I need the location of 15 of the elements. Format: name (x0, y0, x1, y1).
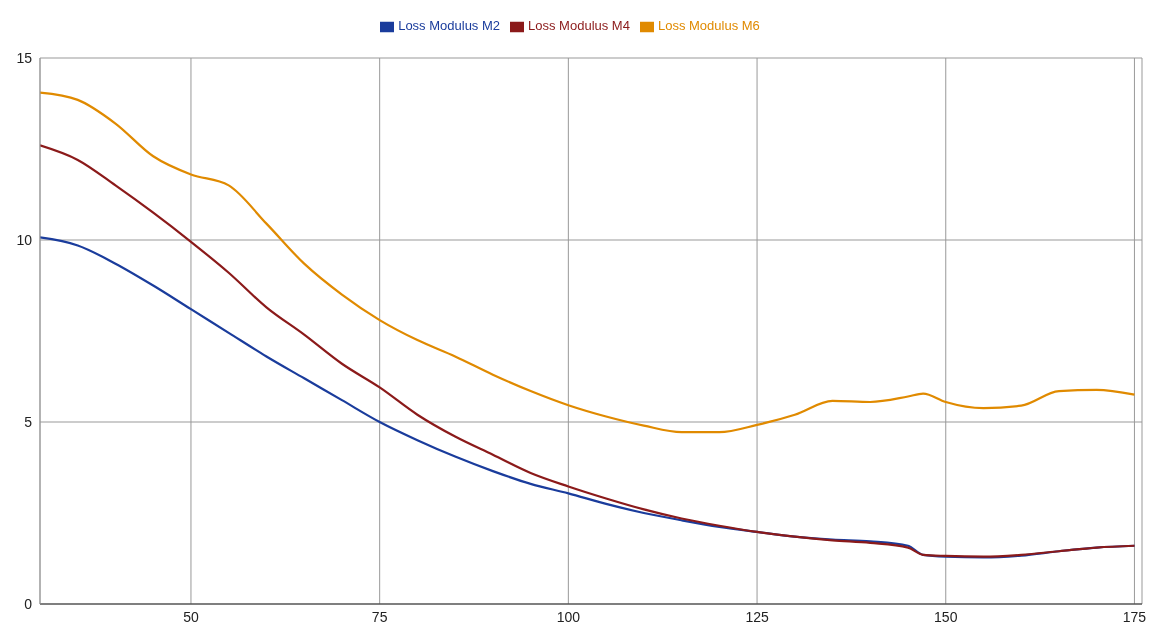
y-tick-label: 10 (16, 231, 33, 248)
x-tick-label: 125 (745, 608, 769, 625)
x-tick-label: 50 (183, 608, 199, 625)
legend-label: Loss Modulus M2 (398, 18, 501, 33)
y-tick-label: 5 (24, 413, 33, 430)
x-tick-label: 75 (371, 608, 388, 625)
legend-label: Loss Modulus M6 (657, 18, 760, 33)
x-tick-label: 150 (934, 608, 958, 625)
x-tick-label: 100 (556, 608, 581, 625)
y-tick-label: 0 (24, 595, 33, 612)
line-series (40, 91, 1136, 434)
line-series (40, 144, 1136, 558)
legend-label: Loss Modulus M4 (528, 18, 630, 33)
y-tick-label: 15 (16, 49, 33, 66)
x-tick-label: 175 (1122, 608, 1147, 625)
